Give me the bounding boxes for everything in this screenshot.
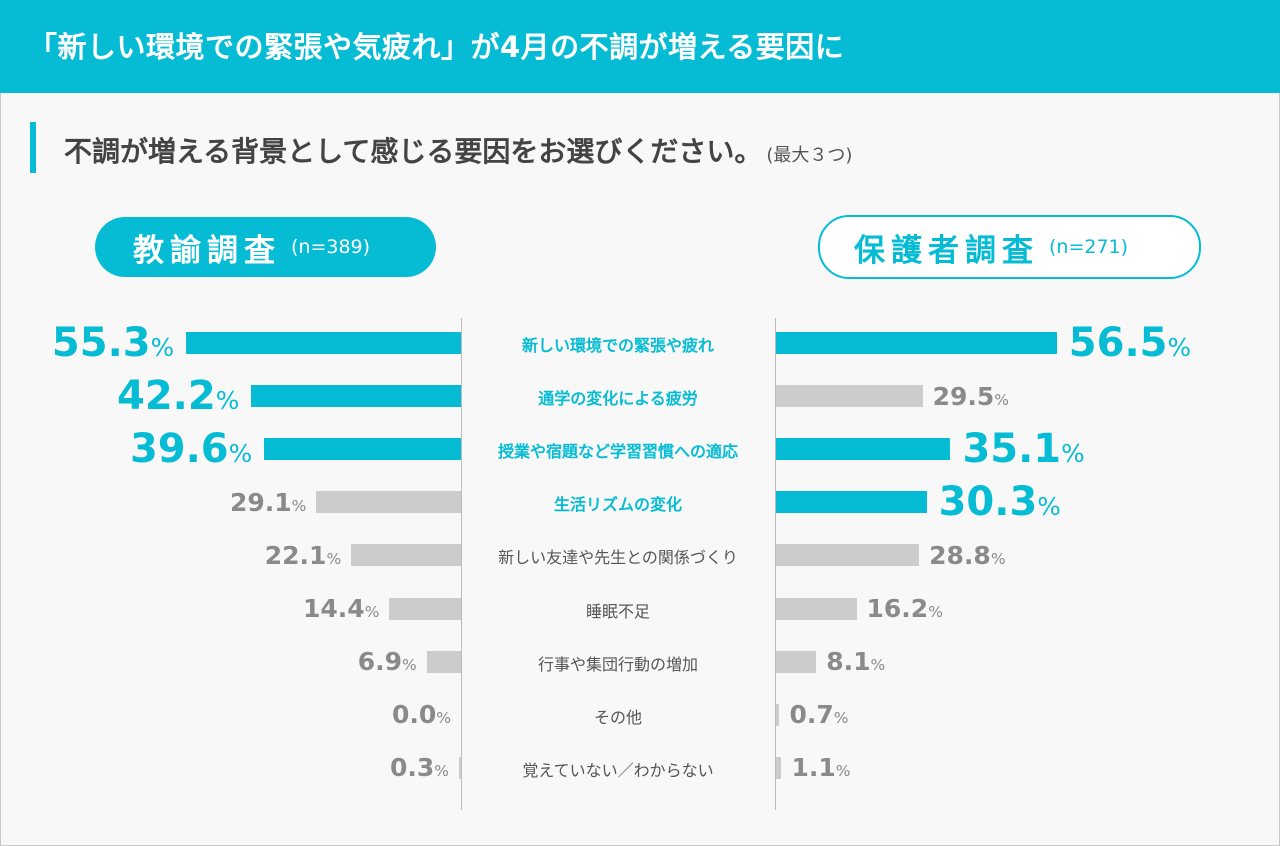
category-label: 通学の変化による疲労 [538, 389, 698, 409]
left-bar [316, 491, 461, 514]
right-bar [776, 756, 782, 779]
right-bar [776, 438, 951, 461]
category-label: 覚えていない／わからない [522, 760, 714, 780]
percent-unit: % [928, 603, 943, 621]
left-value-label: 6.9% [358, 649, 417, 674]
left-bar [389, 597, 461, 620]
percent-unit: % [291, 496, 307, 515]
value-number: 29.5 [932, 381, 995, 411]
value-number: 1.1 [791, 753, 836, 783]
value-number: 14.4 [303, 594, 365, 623]
question-text: 不調が増える背景として感じる要因をお選びください。 (最大３つ) [64, 130, 852, 170]
right-bar [776, 332, 1057, 354]
percent-unit: % [364, 603, 380, 621]
value-number: 16.2 [866, 594, 929, 623]
right-bar [776, 491, 927, 514]
question-accent-bar [30, 122, 36, 173]
left-value-label: 0.0% [392, 702, 451, 727]
right-value-label: 35.1% [962, 429, 1084, 469]
left-bar [426, 650, 461, 673]
left-value-label: 14.4% [303, 596, 379, 621]
question-note: (最大３つ) [766, 145, 853, 166]
left-bar [264, 438, 461, 461]
right-value-label: 56.5% [1069, 323, 1191, 363]
right-bar [776, 597, 857, 620]
category-label: 新しい環境での緊張や疲れ [521, 336, 714, 355]
value-number: 55.3 [51, 320, 151, 366]
left-value-label: 22.1% [265, 543, 341, 568]
header-banner: 「新しい環境での緊張や気疲れ」が4月の不調が増える要因に [0, 0, 1280, 93]
left-bar [351, 544, 461, 567]
left-value-label: 42.2% [117, 376, 239, 416]
left-axis-line [461, 318, 462, 810]
right-bar [776, 544, 920, 567]
percent-unit: % [835, 762, 851, 781]
percent-unit: % [434, 762, 449, 781]
percent-unit: % [150, 333, 175, 362]
value-number: 0.7 [789, 700, 834, 730]
value-number: 35.1 [962, 426, 1062, 473]
left-value-label: 39.6% [130, 429, 252, 469]
left-value-label: 55.3% [52, 323, 174, 363]
series-n-right: (n=271) [1049, 236, 1129, 258]
percent-unit: % [1061, 439, 1085, 469]
right-value-label: 29.5% [933, 384, 1009, 409]
header-title: 「新しい環境での緊張や気疲れ」が4月の不調が増える要因に [28, 30, 845, 64]
percent-unit: % [994, 390, 1010, 409]
percent-unit: % [436, 709, 451, 728]
category-label: 授業や宿題など学習習慣への適応 [497, 442, 738, 462]
value-number: 42.2 [117, 373, 216, 420]
right-value-label: 30.3% [939, 482, 1061, 522]
category-label: 睡眠不足 [585, 601, 650, 621]
right-bar [776, 703, 780, 726]
category-label: 行事や集団行動の増加 [537, 654, 698, 674]
right-value-label: 8.1% [826, 649, 885, 674]
right-value-label: 0.7% [789, 702, 848, 727]
series-name-right: 保護者調査 [854, 232, 1039, 269]
right-value-label: 16.2% [867, 596, 943, 621]
category-label: 新しい友達や先生との関係づくり [498, 548, 738, 568]
value-number: 0.0 [391, 700, 437, 730]
left-value-label: 29.1% [230, 490, 306, 515]
category-label: 生活リズムの変化 [553, 495, 682, 515]
percent-unit: % [1167, 333, 1192, 362]
series-pill-parents: 保護者調査 (n=271) [818, 215, 1201, 279]
series-name-left: 教諭調査 [133, 232, 281, 269]
percent-unit: % [326, 549, 342, 568]
value-number: 39.6 [129, 426, 229, 473]
left-bar [251, 385, 461, 408]
percent-unit: % [870, 656, 886, 675]
percent-unit: % [401, 656, 417, 675]
series-n-left: (n=389) [291, 236, 371, 258]
right-axis-line [775, 318, 776, 810]
percent-unit: % [833, 709, 849, 728]
left-bar [186, 332, 461, 354]
percent-unit: % [1037, 492, 1061, 522]
question-main: 不調が増える背景として感じる要因をお選びください。 [64, 135, 763, 168]
right-value-label: 1.1% [791, 755, 850, 780]
right-bar [776, 385, 923, 408]
right-bar [776, 650, 817, 673]
percent-unit: % [215, 386, 240, 416]
left-value-label: 0.3% [390, 755, 449, 780]
value-number: 0.3 [389, 753, 435, 783]
value-number: 29.1 [229, 487, 292, 517]
right-value-label: 28.8% [929, 543, 1005, 568]
series-pill-teachers: 教諭調査 (n=389) [95, 217, 436, 277]
left-bar [459, 756, 461, 779]
value-number: 56.5 [1068, 320, 1168, 366]
value-number: 22.1 [264, 540, 327, 570]
value-number: 6.9 [357, 647, 402, 677]
percent-unit: % [990, 549, 1006, 568]
value-number: 8.1 [826, 647, 871, 677]
value-number: 30.3 [938, 479, 1038, 526]
value-number: 28.8 [929, 540, 991, 570]
percent-unit: % [228, 439, 253, 469]
category-label: その他 [593, 707, 642, 727]
